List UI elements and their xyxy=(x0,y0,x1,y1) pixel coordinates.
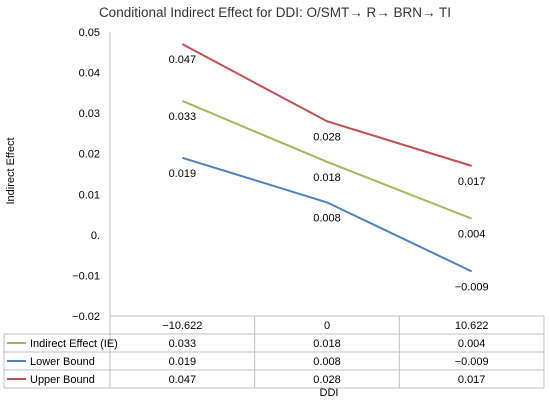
y-tick-label: −0.02 xyxy=(72,311,100,323)
table-cell: 0.004 xyxy=(458,338,486,350)
data-label: 0.019 xyxy=(169,168,197,180)
y-tick-label: 0. xyxy=(91,230,100,242)
table-cell: 0.017 xyxy=(458,374,486,386)
y-tick-label: 0.01 xyxy=(79,189,100,201)
series-lines xyxy=(181,43,473,273)
y-axis-label: Indirect Effect xyxy=(5,137,17,204)
table-cell: −0.009 xyxy=(455,356,489,368)
table-cell: 0.018 xyxy=(313,338,341,350)
series-line-2 xyxy=(182,156,473,273)
x-axis-label: DDI xyxy=(320,387,339,399)
data-label: 0.033 xyxy=(169,111,197,123)
data-label: 0.028 xyxy=(313,131,341,143)
y-tick-labels: 0.05 0.04 0.03 0.02 0.01 0. −0.01 −0.02 xyxy=(72,27,100,323)
legend-entry: Upper Bound xyxy=(30,374,95,386)
chart-title: Conditional Indirect Effect for DDI: O/S… xyxy=(99,5,451,20)
data-table: −10.622 0 10.622 Indirect Effect (IE) 0.033 0… xyxy=(3,315,545,389)
x-category-label: 10.622 xyxy=(455,320,489,332)
x-category-label: −10.622 xyxy=(162,320,202,332)
data-label: 0.008 xyxy=(313,212,341,224)
y-tick-label: 0.03 xyxy=(79,108,100,120)
table-cell: 0.033 xyxy=(169,338,197,350)
legend-entry: Indirect Effect (IE) xyxy=(30,338,118,350)
data-label: 0.004 xyxy=(458,229,486,241)
x-category-label: 0 xyxy=(324,320,330,332)
legend-entry: Lower Bound xyxy=(30,356,95,368)
table-cell: 0.028 xyxy=(313,374,341,386)
table-cell: 0.008 xyxy=(313,356,341,368)
table-cell: 0.047 xyxy=(169,374,197,386)
data-label: 0.047 xyxy=(169,54,197,66)
y-tick-label: 0.04 xyxy=(79,68,100,80)
data-label: 0.018 xyxy=(313,172,341,184)
data-label: 0.017 xyxy=(458,176,486,188)
series-line-3 xyxy=(181,43,472,167)
data-label: −0.009 xyxy=(455,281,489,293)
y-tick-label: −0.01 xyxy=(72,270,100,282)
y-tick-label: 0.02 xyxy=(79,149,100,161)
table-cell: 0.019 xyxy=(169,356,197,368)
y-tick-label: 0.05 xyxy=(79,27,100,39)
data-labels: 0.033 0.018 0.004 0.019 0.008 −0.009 0.047 0.02… xyxy=(169,54,489,293)
series-line-1 xyxy=(181,100,473,220)
